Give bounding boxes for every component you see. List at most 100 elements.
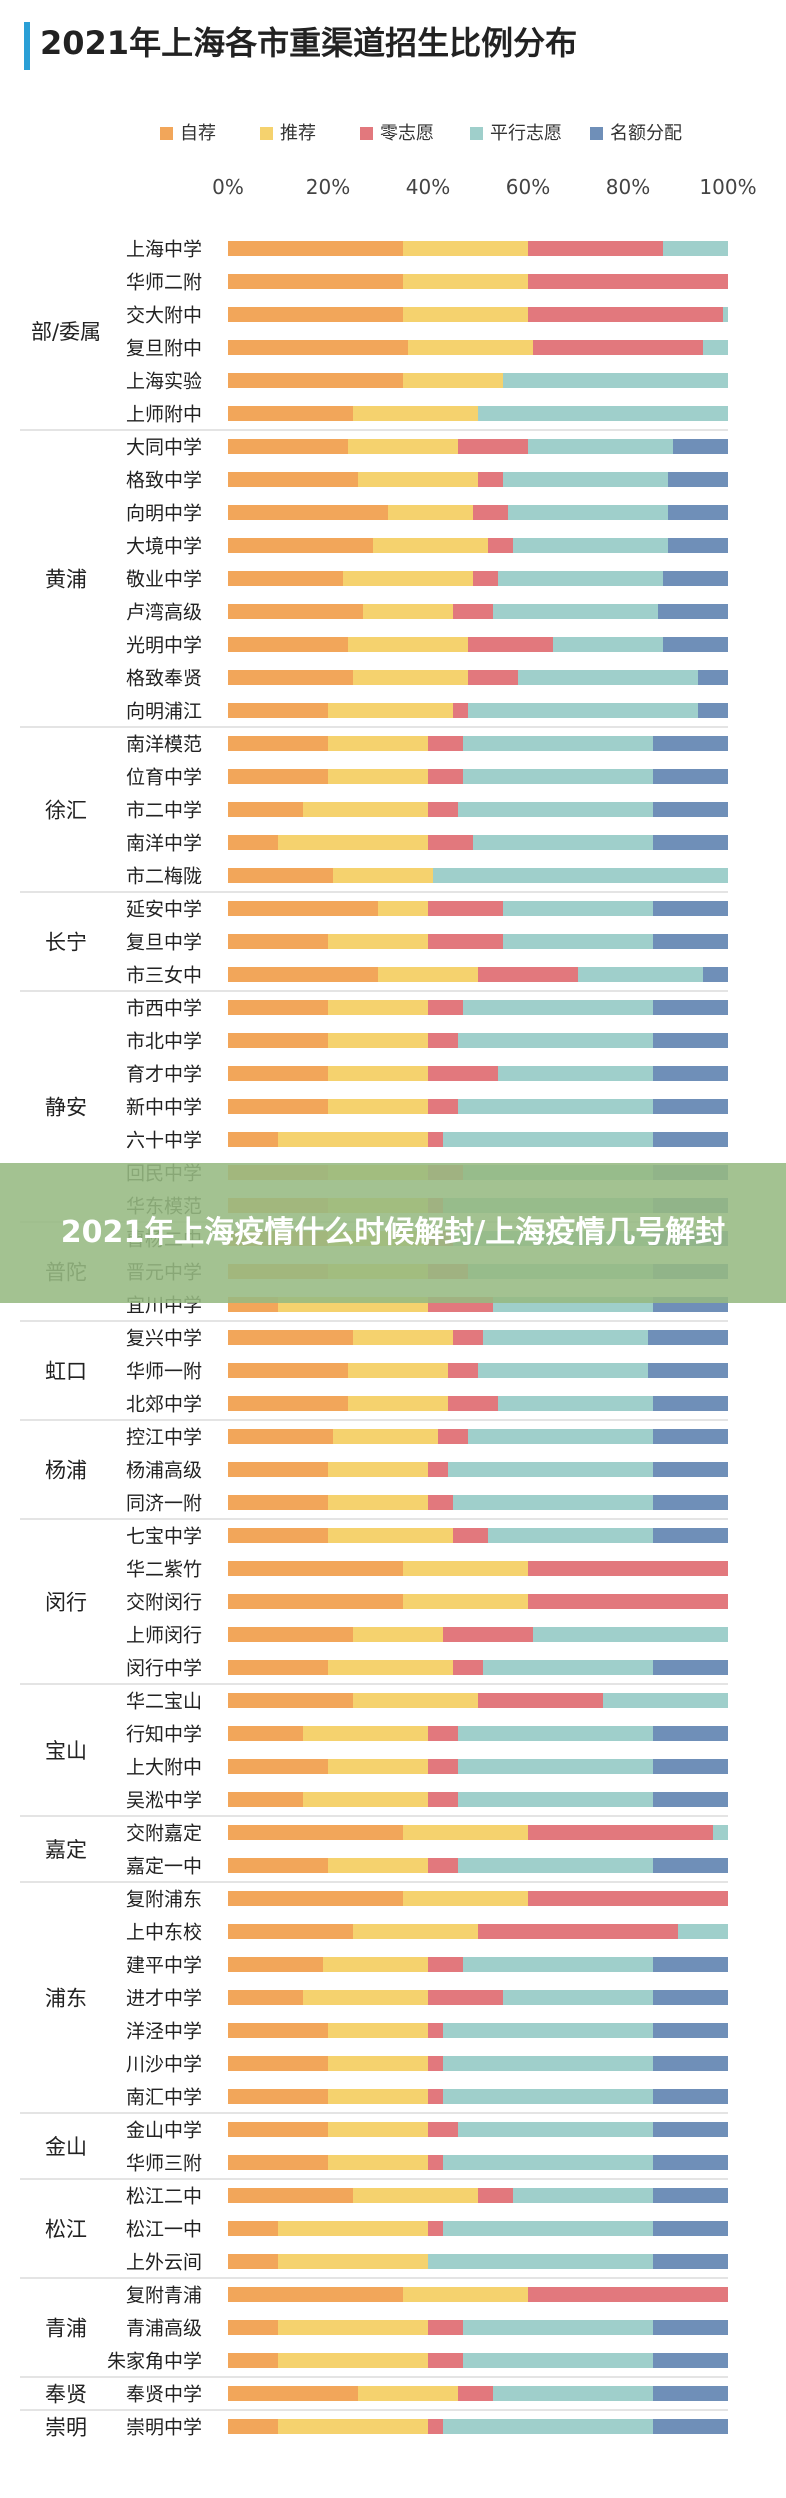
- bar-segment: [458, 1099, 653, 1114]
- bar-segment: [723, 307, 728, 322]
- bar-segment: [228, 373, 403, 388]
- bar-segment: [528, 439, 673, 454]
- bar-segment: [663, 241, 728, 256]
- bar-segment: [303, 802, 428, 817]
- bar-segment: [333, 1429, 438, 1444]
- bar-segment: [353, 2188, 478, 2203]
- bar-segment: [228, 604, 363, 619]
- bar-segment: [653, 901, 728, 916]
- bar-segment: [478, 472, 503, 487]
- bar-segment: [503, 472, 668, 487]
- bar-segment: [403, 373, 503, 388]
- bar-segment: [328, 1066, 428, 1081]
- bar-segment: [428, 1132, 443, 1147]
- bar-segment: [403, 1891, 528, 1906]
- bar-segment: [228, 670, 353, 685]
- bar-segment: [328, 2056, 428, 2071]
- bar-segment: [478, 1363, 648, 1378]
- bar-segment: [488, 1528, 653, 1543]
- school-label: 同济一附: [126, 1493, 202, 1515]
- bar-segment: [228, 1099, 328, 1114]
- bar-segment: [378, 901, 428, 916]
- bar-segment: [323, 1957, 428, 1972]
- bar-segment: [228, 934, 328, 949]
- bar-segment: [458, 1759, 653, 1774]
- bar-segment: [303, 1726, 428, 1741]
- school-label: 华二宝山: [126, 1691, 202, 1713]
- bar-segment: [428, 2221, 443, 2236]
- bar-segment: [228, 2320, 278, 2335]
- bar-segment: [353, 1627, 443, 1642]
- bar-segment: [458, 1792, 653, 1807]
- bar-segment: [353, 1330, 453, 1345]
- school-label: 南洋中学: [126, 833, 202, 855]
- school-label: 松江二中: [126, 2186, 202, 2208]
- bar-segment: [373, 538, 488, 553]
- bar-segment: [518, 670, 698, 685]
- bar-segment: [533, 340, 703, 355]
- bar-segment: [528, 1825, 713, 1840]
- bar-segment: [228, 1660, 328, 1675]
- bar-segment: [668, 472, 728, 487]
- bar-segment: [228, 1891, 403, 1906]
- bar-segment: [228, 835, 278, 850]
- school-label: 市三女中: [126, 965, 202, 987]
- school-label: 大同中学: [126, 437, 202, 459]
- district-label: 静安: [45, 1096, 87, 1120]
- bar-segment: [478, 967, 578, 982]
- school-label: 格致奉贤: [126, 668, 202, 690]
- school-label: 华二紫竹: [126, 1559, 202, 1581]
- bar-segment: [653, 1462, 728, 1477]
- bar-segment: [528, 307, 723, 322]
- bar-segment: [453, 703, 468, 718]
- school-label: 复附青浦: [126, 2285, 202, 2307]
- bar-segment: [278, 2419, 428, 2434]
- bar-segment: [328, 1033, 428, 1048]
- bar-segment: [228, 1990, 303, 2005]
- bar-segment: [488, 538, 513, 553]
- district-label: 宝山: [45, 1739, 87, 1763]
- bar-segment: [428, 736, 463, 751]
- x-axis: 0% 20% 40% 60% 80% 100%: [212, 175, 756, 199]
- bar-segment: [428, 1957, 463, 1972]
- school-label: 奉贤中学: [126, 2384, 202, 2406]
- bar-segment: [228, 2056, 328, 2071]
- bar-segment: [578, 967, 703, 982]
- bar-segment: [228, 1429, 333, 1444]
- bar-segment: [458, 439, 528, 454]
- bar-segment: [528, 274, 728, 289]
- bar-segment: [503, 901, 653, 916]
- school-label: 复附浦东: [126, 1889, 202, 1911]
- bar-segment: [463, 2320, 653, 2335]
- bar-segment: [653, 1990, 728, 2005]
- bar-segment: [653, 1660, 728, 1675]
- bar-segment: [653, 2353, 728, 2368]
- bar-segment: [653, 2089, 728, 2104]
- bar-segment: [473, 571, 498, 586]
- bar-segment: [458, 802, 653, 817]
- bar-segment: [278, 835, 428, 850]
- school-label: 松江一中: [126, 2219, 202, 2241]
- bar-segment: [228, 1627, 353, 1642]
- bar-segment: [528, 1594, 728, 1609]
- district-label: 金山: [45, 2135, 87, 2159]
- x-tick-label: 100%: [699, 175, 756, 199]
- bar-segment: [513, 2188, 653, 2203]
- legend-swatch: [590, 127, 603, 140]
- bar-segment: [528, 241, 663, 256]
- school-label: 杨浦高级: [126, 1460, 202, 1482]
- bar-segment: [438, 1429, 468, 1444]
- bar-segment: [648, 1363, 728, 1378]
- school-label: 华师二附: [126, 272, 202, 294]
- bar-segment: [653, 802, 728, 817]
- bar-segment: [653, 2254, 728, 2269]
- school-label: 上师附中: [126, 404, 202, 426]
- bar-segment: [463, 1957, 653, 1972]
- bar-segment: [348, 1363, 448, 1378]
- bar-segment: [493, 2386, 653, 2401]
- bar-segment: [498, 1396, 653, 1411]
- school-label: 复兴中学: [126, 1328, 202, 1350]
